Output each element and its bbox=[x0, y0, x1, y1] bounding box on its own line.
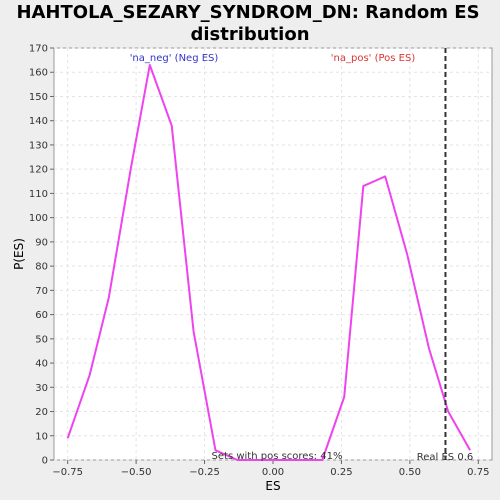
y-tick-label: 80 bbox=[35, 262, 48, 273]
x-tick-label: 0.50 bbox=[399, 467, 421, 478]
real-es-text: Real ES 0.6 bbox=[417, 452, 473, 463]
pos-es-label: 'na_pos' (Pos ES) bbox=[331, 53, 416, 64]
y-tick-label: 170 bbox=[29, 44, 48, 55]
y-tick-label: 50 bbox=[35, 334, 48, 345]
x-tick-label: 0.75 bbox=[467, 467, 489, 478]
chart-title-line2: distribution bbox=[190, 24, 309, 45]
y-tick-label: 0 bbox=[42, 456, 48, 467]
y-tick-label: 100 bbox=[29, 213, 48, 224]
x-tick-label: 0.25 bbox=[330, 467, 352, 478]
y-tick-label: 160 bbox=[29, 68, 48, 79]
y-tick-label: 110 bbox=[29, 189, 48, 200]
x-tick-label: 0.00 bbox=[262, 467, 284, 478]
y-tick-label: 20 bbox=[35, 407, 48, 418]
y-axis-ticks: 0 10 20 30 40 50 60 70 80 90 100 110 120 130 140 150 160… bbox=[29, 44, 54, 467]
y-tick-label: 150 bbox=[29, 92, 48, 103]
x-tick-label: −0.50 bbox=[121, 467, 152, 478]
y-tick-label: 70 bbox=[35, 286, 48, 297]
y-tick-label: 140 bbox=[29, 116, 48, 127]
sets-pos-scores-text: Sets with pos scores: 41% bbox=[212, 451, 343, 462]
x-axis-ticks: −0.75 −0.50 −0.25 0.00 0.25 0.50 0.75 bbox=[52, 460, 489, 478]
y-tick-label: 10 bbox=[35, 431, 48, 442]
y-tick-label: 40 bbox=[35, 359, 48, 370]
y-tick-label: 120 bbox=[29, 165, 48, 176]
x-tick-label: −0.25 bbox=[189, 467, 220, 478]
x-axis-label: ES bbox=[265, 479, 280, 493]
es-distribution-line bbox=[66, 64, 471, 461]
y-tick-label: 60 bbox=[35, 310, 48, 321]
x-tick-label: −0.75 bbox=[52, 467, 83, 478]
y-tick-label: 90 bbox=[35, 237, 48, 248]
y-tick-label: 30 bbox=[35, 383, 48, 394]
grid-lines bbox=[54, 47, 492, 461]
chart-title-line1: HAHTOLA_SEZARY_SYNDROM_DN: Random ES bbox=[16, 2, 479, 23]
y-tick-label: 130 bbox=[29, 140, 48, 151]
neg-es-label: 'na_neg' (Neg ES) bbox=[130, 53, 219, 64]
y-axis-label: P(ES) bbox=[12, 238, 26, 270]
